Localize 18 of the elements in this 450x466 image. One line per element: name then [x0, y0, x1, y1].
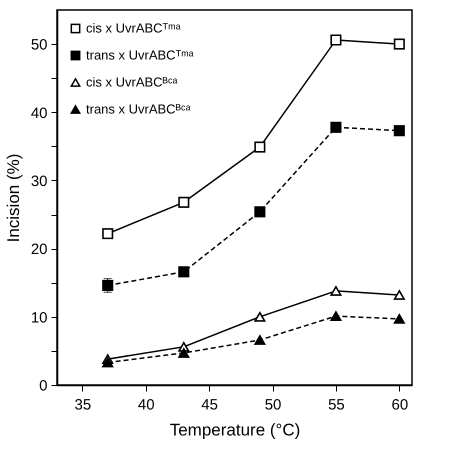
legend-label: trans x UvrABCᵀᵐᵃ: [86, 48, 194, 62]
legend-label: cis x UvrABCᵀᵐᵃ: [86, 20, 181, 36]
y-tick-label: 0: [39, 378, 48, 394]
x-tick-label: 45: [201, 396, 218, 414]
y-tick-label: 50: [30, 36, 48, 54]
x-tick-label: 60: [391, 396, 408, 414]
y-tick-label: 10: [30, 309, 48, 326]
x-tick-label: 50: [264, 396, 282, 414]
x-tick-label: 40: [138, 396, 155, 414]
y-tick-label: 30: [30, 172, 48, 190]
x-axis-title: Temperature (°C): [170, 420, 300, 440]
legend-label: cis x UvrABCᴮᶜᵃ: [86, 74, 178, 90]
legend-label: trans x UvrABCᴮᶜᵃ: [86, 102, 191, 116]
x-tick-label: 35: [74, 396, 92, 414]
x-tick-label: 55: [328, 396, 345, 414]
y-axis-title: Incision (%): [4, 154, 23, 242]
y-tick-label: 40: [30, 104, 48, 122]
y-tick-label: 20: [30, 241, 48, 258]
